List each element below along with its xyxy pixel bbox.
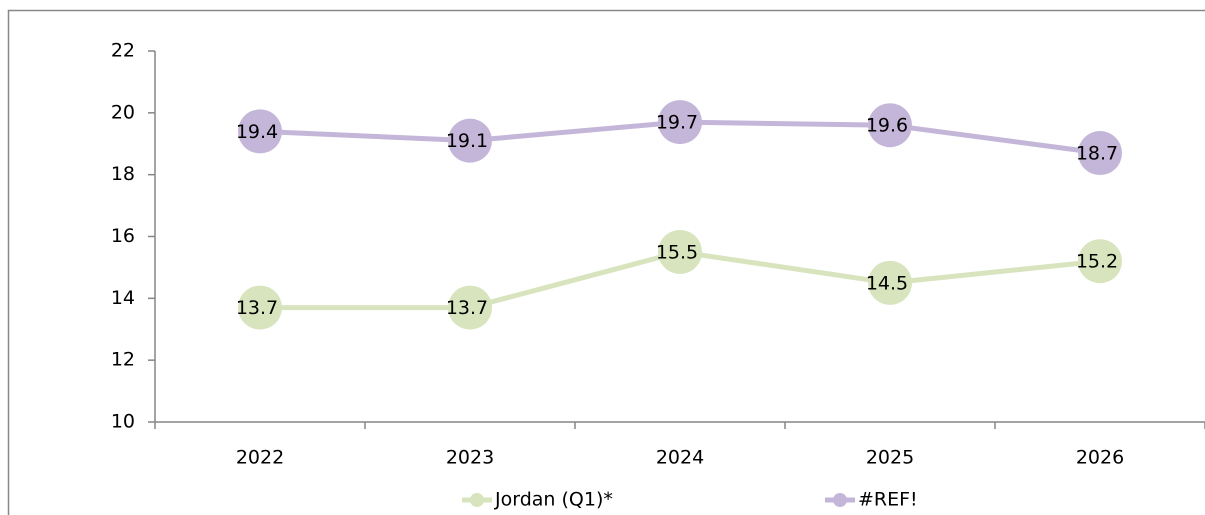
legend-swatch-marker (833, 493, 847, 507)
y-tick-label: 12 (111, 349, 135, 371)
data-label: 19.4 (236, 121, 278, 143)
y-tick-label: 10 (111, 411, 135, 433)
x-tick-label: 2024 (656, 447, 704, 469)
x-tick-label: 2025 (866, 447, 914, 469)
data-label: 19.7 (656, 112, 698, 134)
data-point (868, 260, 912, 305)
data-label: 19.1 (446, 130, 488, 152)
data-label: 14.5 (866, 272, 908, 294)
data-point (868, 103, 912, 148)
data-point (448, 118, 492, 163)
x-tick-label: 2023 (446, 447, 494, 469)
data-point (658, 100, 702, 145)
legend-label: #REF! (858, 489, 918, 511)
data-label: 19.6 (866, 115, 908, 137)
data-point (1078, 131, 1122, 176)
y-tick-label: 16 (111, 225, 135, 247)
data-label: 15.5 (656, 241, 698, 263)
x-tick-label: 2026 (1076, 447, 1124, 469)
data-point (1078, 239, 1122, 284)
y-tick-label: 14 (111, 287, 135, 309)
data-label: 13.7 (446, 297, 488, 319)
x-tick-label: 2022 (236, 447, 284, 469)
legend-label: Jordan (Q1)* (494, 489, 613, 511)
y-tick-label: 22 (111, 40, 135, 62)
data-label: 15.2 (1076, 251, 1118, 273)
chart-border (7, 9, 1205, 515)
y-tick-label: 20 (111, 101, 135, 123)
data-label: 18.7 (1076, 143, 1118, 165)
data-label: 13.7 (236, 297, 278, 319)
data-point (448, 285, 492, 330)
data-point (658, 229, 702, 274)
data-point (238, 285, 282, 330)
legend-swatch-marker (470, 493, 484, 507)
data-point (238, 109, 282, 154)
y-tick-label: 18 (111, 163, 135, 185)
